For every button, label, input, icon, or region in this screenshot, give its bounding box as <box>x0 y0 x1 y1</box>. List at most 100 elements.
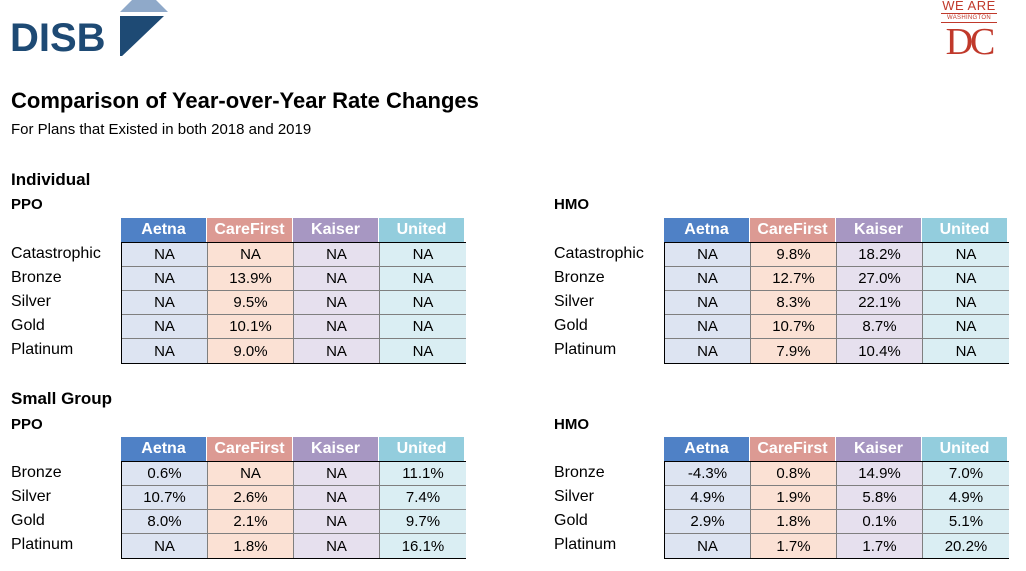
dc-logo-letters: DC <box>945 21 996 63</box>
row-label-gold: Gold <box>11 512 45 529</box>
rate-cell: 22.1% <box>837 291 923 315</box>
rate-cell: NA <box>665 267 751 291</box>
rate-cell: 11.1% <box>380 462 466 486</box>
rate-cell: 16.1% <box>380 534 466 558</box>
rate-cell: 18.2% <box>837 243 923 267</box>
rate-cell: 12.7% <box>751 267 837 291</box>
rate-cell: 8.3% <box>751 291 837 315</box>
column-header-united: United <box>379 437 465 461</box>
table-row: Gold <box>11 509 121 533</box>
disb-logo-mark <box>120 0 168 56</box>
rate-cell: NA <box>665 339 751 363</box>
section-individual: Individual <box>11 170 91 189</box>
row-label-bronze: Bronze <box>554 269 605 286</box>
rate-cell: 10.7% <box>751 315 837 339</box>
table-row: Bronze <box>11 461 121 485</box>
column-header-aetna: Aetna <box>664 437 750 461</box>
rate-cell: 8.0% <box>122 510 208 534</box>
rate-cell: 10.4% <box>837 339 923 363</box>
rate-cell: NA <box>380 243 466 267</box>
rate-cell: NA <box>665 243 751 267</box>
rate-cell: NA <box>122 243 208 267</box>
rate-cell: NA <box>380 267 466 291</box>
column-header-aetna: Aetna <box>121 437 207 461</box>
rate-cell: NA <box>923 339 1009 363</box>
table-row: Catastrophic <box>11 242 121 266</box>
small-group-ppo-grid: 0.6% NA NA 11.1% 10.7% 2.6% NA 7.4% 8.0% 2.1% NA 9.… <box>121 461 466 559</box>
table-row: Platinum <box>554 533 664 557</box>
row-label-platinum: Platinum <box>11 536 74 553</box>
table-row: Bronze <box>554 266 664 290</box>
rate-cell: NA <box>122 534 208 558</box>
page-subtitle: For Plans that Existed in both 2018 and … <box>11 121 312 138</box>
rate-cell: NA <box>294 315 380 339</box>
table-row: Bronze <box>554 461 664 485</box>
rate-cell: NA <box>380 339 466 363</box>
rate-cell: NA <box>380 315 466 339</box>
rate-cell: 0.6% <box>122 462 208 486</box>
rate-cell: NA <box>122 339 208 363</box>
rate-cell: 7.0% <box>923 462 1009 486</box>
table-row: Gold <box>11 314 121 338</box>
column-header-carefirst: CareFirst <box>207 218 293 242</box>
rate-cell: NA <box>294 510 380 534</box>
rate-cell: 7.4% <box>380 486 466 510</box>
rate-cell: NA <box>208 243 294 267</box>
row-label-bronze: Bronze <box>554 464 605 481</box>
individual-ppo-grid: NA NA NA NA NA 13.9% NA NA NA 9.5% NA NA NA 10.1% NA NA… <box>121 242 466 364</box>
row-label-bronze: Bronze <box>11 269 62 286</box>
table-row: Silver <box>11 485 121 509</box>
row-label-platinum: Platinum <box>554 341 617 358</box>
row-label-silver: Silver <box>11 488 52 505</box>
row-label-silver: Silver <box>554 488 595 505</box>
row-label-platinum: Platinum <box>554 536 617 553</box>
rate-cell: NA <box>665 534 751 558</box>
rate-cell: NA <box>294 462 380 486</box>
row-label-gold: Gold <box>554 512 588 529</box>
rate-cell: NA <box>923 315 1009 339</box>
table-row: Silver <box>554 485 664 509</box>
rate-cell: NA <box>208 462 294 486</box>
row-label-platinum: Platinum <box>11 341 74 358</box>
disb-logo: DISB <box>8 0 168 64</box>
rate-cell: 4.9% <box>665 486 751 510</box>
rate-cell: NA <box>294 339 380 363</box>
rate-cell: 2.9% <box>665 510 751 534</box>
column-header-united: United <box>922 218 1008 242</box>
rate-cell: 5.1% <box>923 510 1009 534</box>
column-header-aetna: Aetna <box>664 218 750 242</box>
rate-cell: NA <box>923 243 1009 267</box>
rate-cell: 9.0% <box>208 339 294 363</box>
dc-logo-washington: WASHINGTON <box>941 13 997 23</box>
rate-cell: -4.3% <box>665 462 751 486</box>
row-label-gold: Gold <box>554 317 588 334</box>
column-header-carefirst: CareFirst <box>750 218 836 242</box>
dc-logo-we-are: WE ARE <box>942 0 996 13</box>
rate-cell: NA <box>923 291 1009 315</box>
individual-hmo-label: HMO <box>554 196 589 213</box>
column-header-kaiser: Kaiser <box>293 437 379 461</box>
rate-cell: NA <box>122 291 208 315</box>
row-label-silver: Silver <box>11 293 52 310</box>
rate-cell: 10.7% <box>122 486 208 510</box>
rate-cell: 14.9% <box>837 462 923 486</box>
individual-ppo-label: PPO <box>11 196 43 213</box>
rate-cell: 8.7% <box>837 315 923 339</box>
row-label-bronze: Bronze <box>11 464 62 481</box>
individual-hmo-grid: NA 9.8% 18.2% NA NA 12.7% 27.0% NA NA 8.3% 22.1% NA… <box>664 242 1009 364</box>
table-row: Catastrophic <box>554 242 664 266</box>
rate-cell: 0.8% <box>751 462 837 486</box>
table-row: Bronze <box>11 266 121 290</box>
rate-cell: 1.7% <box>751 534 837 558</box>
rate-cell: 1.9% <box>751 486 837 510</box>
column-header-kaiser: Kaiser <box>293 218 379 242</box>
column-header-united: United <box>922 437 1008 461</box>
table-row: Gold <box>554 314 664 338</box>
rate-cell: 1.8% <box>751 510 837 534</box>
small-group-hmo-label: HMO <box>554 416 589 433</box>
rate-cell: NA <box>665 291 751 315</box>
table-row: Platinum <box>11 338 121 362</box>
rate-cell: NA <box>923 267 1009 291</box>
rate-cell: NA <box>665 315 751 339</box>
rate-cell: NA <box>294 534 380 558</box>
